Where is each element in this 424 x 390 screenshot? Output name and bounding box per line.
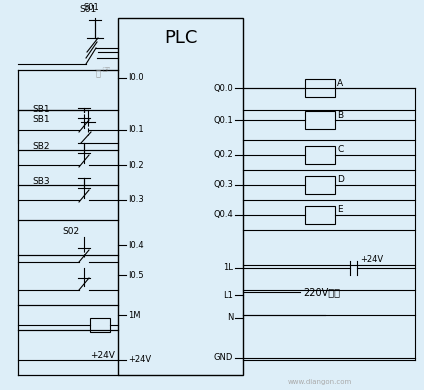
Bar [90,318,110,332]
Bar [305,206,335,224]
Text: C: C [337,145,343,154]
Text: www.diangon.com: www.diangon.com [288,379,352,385]
Bar [305,79,335,97]
Text: S01: S01 [83,4,99,12]
Text: ✋: ✋ [95,69,100,78]
Text: E: E [337,206,343,214]
Text: SB1: SB1 [32,115,50,124]
Bar [305,146,335,164]
Text: GND: GND [214,353,233,362]
Text: I0.3: I0.3 [128,195,144,204]
Text: Q0.0: Q0.0 [213,83,233,92]
Text: N: N [226,314,233,323]
Text: ☞: ☞ [100,65,109,75]
Text: L1: L1 [223,291,233,300]
Text: Q0.3: Q0.3 [213,181,233,190]
Text: 1M: 1M [128,310,140,319]
Bar [118,18,243,375]
Text: 220V交流: 220V交流 [303,287,340,297]
Text: SB1: SB1 [32,105,50,113]
Text: Q0.2: Q0.2 [213,151,233,160]
Text: SB3: SB3 [32,177,50,186]
Text: Q0.4: Q0.4 [213,211,233,220]
Bar [305,111,335,129]
Text: A: A [337,78,343,87]
Text: +24V: +24V [360,255,383,264]
Text: I0.4: I0.4 [128,241,144,250]
Text: B: B [337,110,343,119]
Text: 1L: 1L [223,264,233,273]
Text: I0.1: I0.1 [128,126,144,135]
Text: SB2: SB2 [32,142,50,151]
Text: +24V: +24V [128,356,151,365]
Text: I0.5: I0.5 [128,271,144,280]
Text: S02: S02 [62,227,79,236]
Text: S01: S01 [79,5,97,14]
Text: I0.0: I0.0 [128,73,144,83]
Text: D: D [337,176,344,184]
Text: Q0.1: Q0.1 [213,115,233,124]
Text: I0.2: I0.2 [128,161,144,170]
Text: PLC: PLC [164,29,197,47]
Bar [305,176,335,194]
Text: +24V: +24V [90,351,115,360]
